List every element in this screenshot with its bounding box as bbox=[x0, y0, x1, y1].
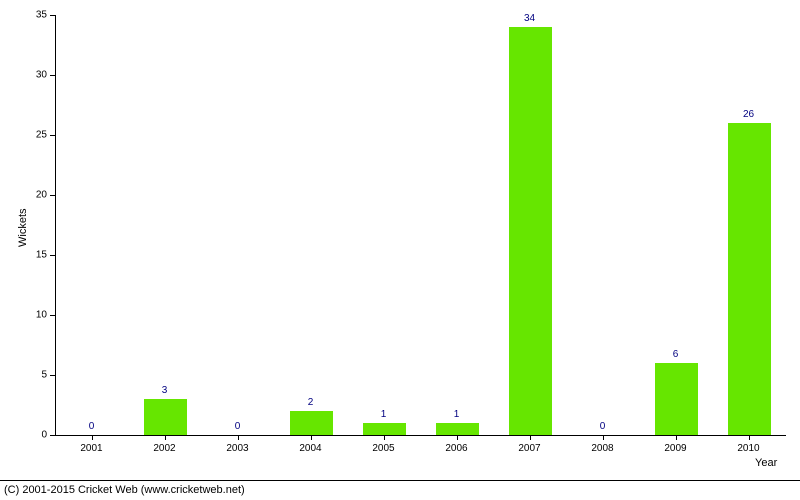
x-tick-mark bbox=[457, 435, 458, 440]
bar bbox=[144, 399, 188, 435]
bar bbox=[728, 123, 772, 435]
x-tick-label: 2003 bbox=[226, 443, 248, 454]
x-tick-label: 2007 bbox=[518, 443, 540, 454]
bar-value-label: 1 bbox=[454, 409, 460, 420]
bar-value-label: 6 bbox=[673, 349, 679, 360]
bar-value-label: 0 bbox=[235, 421, 241, 432]
x-tick-label: 2002 bbox=[153, 443, 175, 454]
y-tick-mark bbox=[50, 135, 55, 136]
x-tick-mark bbox=[238, 435, 239, 440]
y-tick-label: 10 bbox=[27, 310, 47, 321]
x-tick-mark bbox=[384, 435, 385, 440]
y-tick-mark bbox=[50, 435, 55, 436]
bar bbox=[436, 423, 480, 435]
chart-container: Wickets Year (C) 2001-2015 Cricket Web (… bbox=[0, 0, 800, 500]
x-tick-label: 2009 bbox=[664, 443, 686, 454]
bar-value-label: 0 bbox=[600, 421, 606, 432]
y-tick-mark bbox=[50, 15, 55, 16]
x-tick-label: 2010 bbox=[737, 443, 759, 454]
x-tick-mark bbox=[603, 435, 604, 440]
x-tick-mark bbox=[311, 435, 312, 440]
x-tick-label: 2001 bbox=[80, 443, 102, 454]
y-tick-mark bbox=[50, 315, 55, 316]
x-tick-mark bbox=[165, 435, 166, 440]
bar bbox=[655, 363, 699, 435]
bar bbox=[363, 423, 407, 435]
x-tick-label: 2008 bbox=[591, 443, 613, 454]
y-tick-mark bbox=[50, 255, 55, 256]
x-axis-label: Year bbox=[755, 457, 777, 469]
bar-value-label: 34 bbox=[524, 13, 535, 24]
y-tick-label: 5 bbox=[27, 370, 47, 381]
x-tick-label: 2005 bbox=[372, 443, 394, 454]
x-tick-mark bbox=[749, 435, 750, 440]
x-tick-label: 2006 bbox=[445, 443, 467, 454]
x-tick-mark bbox=[92, 435, 93, 440]
y-tick-label: 30 bbox=[27, 70, 47, 81]
y-tick-label: 20 bbox=[27, 190, 47, 201]
y-tick-label: 15 bbox=[27, 250, 47, 261]
footer-divider bbox=[0, 480, 800, 481]
y-axis-label: Wickets bbox=[17, 209, 29, 248]
bar-value-label: 1 bbox=[381, 409, 387, 420]
y-tick-mark bbox=[50, 75, 55, 76]
x-tick-mark bbox=[676, 435, 677, 440]
bar bbox=[290, 411, 334, 435]
x-tick-mark bbox=[530, 435, 531, 440]
bar-value-label: 3 bbox=[162, 385, 168, 396]
y-tick-mark bbox=[50, 195, 55, 196]
bar-value-label: 2 bbox=[308, 397, 314, 408]
y-tick-label: 25 bbox=[27, 130, 47, 141]
bar bbox=[509, 27, 553, 435]
plot-area bbox=[55, 15, 786, 436]
y-tick-label: 35 bbox=[27, 10, 47, 21]
y-tick-mark bbox=[50, 375, 55, 376]
bar-value-label: 26 bbox=[743, 109, 754, 120]
bar-value-label: 0 bbox=[89, 421, 95, 432]
copyright-text: (C) 2001-2015 Cricket Web (www.cricketwe… bbox=[4, 484, 245, 496]
y-tick-label: 0 bbox=[27, 430, 47, 441]
x-tick-label: 2004 bbox=[299, 443, 321, 454]
